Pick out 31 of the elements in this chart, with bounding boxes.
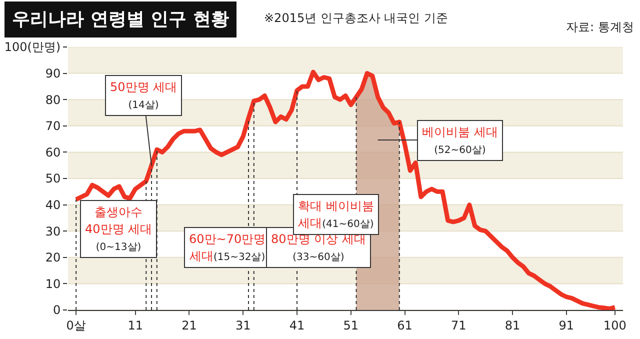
chart-subtitle: ※2015년 인구총조사 내국인 기준 — [264, 11, 448, 25]
x-tick-label: 100 — [603, 318, 626, 332]
y-tick-label: 50 — [45, 172, 61, 186]
x-tick-label: 31 — [235, 318, 251, 332]
x-tick-label: 41 — [289, 318, 305, 332]
annotation: 80만명 이상 세대 (33~60살) — [271, 232, 366, 263]
x-tick-label: 0살 — [66, 318, 86, 332]
y-tick-label: 40 — [45, 198, 61, 212]
x-tick-label: 61 — [397, 318, 412, 332]
chart-title: 우리나라 연령별 인구 현황 — [12, 9, 229, 30]
y-tick-label: 20 — [45, 250, 61, 265]
y-tick-label: 30 — [45, 224, 61, 238]
x-tick-label: 11 — [128, 318, 143, 332]
annotation: 60만~70만명 세대(15~32살) — [189, 232, 266, 263]
annotation: 베이비붐 세대 (52~60살) — [422, 125, 498, 156]
text: 자료: 통계청 — [566, 20, 634, 34]
x-tick-label: 91 — [558, 318, 574, 332]
x-tick-label: 81 — [504, 318, 520, 332]
y-tick-label: 70 — [45, 119, 61, 134]
annotation: 50만명 세대 (14살) — [110, 80, 178, 111]
y-tick-label: 80 — [45, 92, 61, 107]
y-tick-label: 100(만명) — [4, 40, 61, 54]
x-tick-label: 71 — [451, 318, 466, 332]
x-tick-label: 51 — [343, 318, 359, 332]
annotation: 출생아수 40만명 세대 (0~13살) — [85, 205, 152, 253]
y-tick-label: 0 — [52, 303, 61, 318]
x-tick-label: 21 — [182, 318, 197, 332]
annotation: 확대 베이비붐 세대(41~60살) — [298, 199, 374, 230]
y-tick-label: 10 — [45, 276, 61, 291]
y-tick-label: 90 — [45, 66, 61, 80]
y-tick-label: 60 — [45, 145, 61, 160]
